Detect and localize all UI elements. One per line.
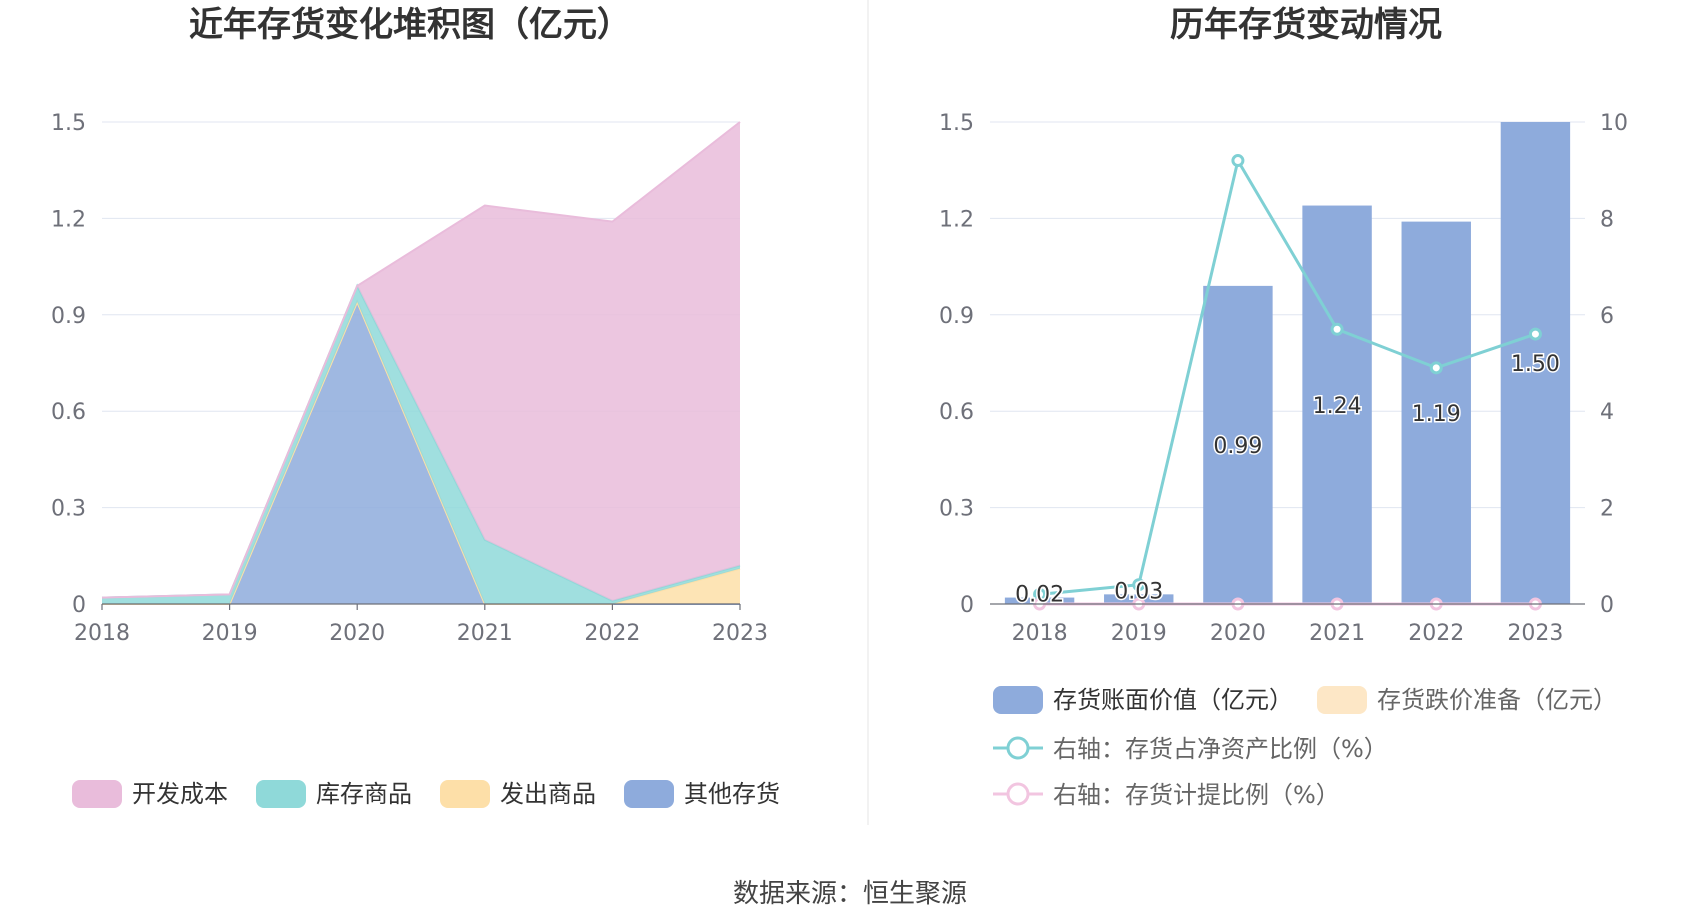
left-x-tick-label: 2020 [329, 621, 385, 646]
inventory-value-bar [1401, 221, 1471, 604]
left-x-tick-label: 2021 [457, 621, 513, 646]
left-y-tick-label: 0.9 [51, 304, 86, 329]
bar-data-label: 0.99 [1213, 434, 1262, 459]
right-labels: 0.02 0.030.991.24 1.191.50 [1014, 351, 1562, 610]
right-y2-tick-label: 6 [1600, 304, 1614, 329]
right-x-tick-label: 2020 [1210, 621, 1266, 646]
left-y-tick-label: 0 [72, 593, 86, 618]
legend-line-marker[interactable] [1006, 782, 1030, 806]
right-y-tick-label: 0.3 [939, 497, 974, 522]
inventory-value-bar [1500, 122, 1571, 604]
left-x-tick-label: 2019 [202, 621, 258, 646]
legend-label-impairment[interactable]: 存货跌价准备（亿元） [1377, 686, 1617, 714]
left-chart-title: 近年存货变化堆积图（亿元） [189, 5, 631, 45]
left-legend-label[interactable]: 库存商品 [316, 780, 412, 808]
area-series [102, 285, 740, 604]
left-x-tick-label: 2022 [584, 621, 640, 646]
right-y-tick-label: 0.9 [939, 304, 974, 329]
left-legend-label[interactable]: 其他存货 [684, 780, 780, 808]
ratio-point [1429, 361, 1443, 375]
area-series-line [101, 121, 741, 599]
left-areas [101, 121, 741, 605]
legend-swatch-impairment[interactable] [1317, 686, 1367, 714]
left-legend-label[interactable]: 发出商品 [500, 780, 596, 808]
left-y-tick-label: 0.3 [51, 497, 86, 522]
right-x-tick-label: 2023 [1507, 621, 1563, 646]
left-axis: 0 0.3 0.6 0.9 1.2 1.5 2018 2019 2020 2021 2022 2023 [51, 111, 768, 646]
legend-line-label[interactable]: 右轴：存货计提比例（%） [1053, 781, 1340, 809]
ratio-point [1330, 322, 1344, 336]
left-legend-label[interactable]: 开发成本 [132, 780, 228, 808]
left-x-tick-label: 2018 [74, 621, 130, 646]
right-y-tick-label: 0.6 [939, 400, 974, 425]
right-x-tick-label: 2019 [1111, 621, 1167, 646]
right-grid [990, 121, 1585, 509]
left-legend-swatch[interactable] [72, 780, 122, 808]
inventory-value-bar [1203, 285, 1273, 604]
bar-data-label: 1.50 [1511, 352, 1560, 377]
left-legend[interactable]: 开发成本 库存商品 发出商品 其他存货 [72, 780, 780, 808]
right-y-tick-label: 1.2 [939, 207, 974, 232]
legend-line-marker[interactable] [1006, 736, 1030, 760]
area-series [102, 122, 740, 601]
ratio-point [1231, 154, 1245, 168]
legend-line-label[interactable]: 右轴：存货占净资产比例（%） [1053, 735, 1388, 763]
right-bars [1004, 122, 1571, 604]
left-y-tick-label: 1.5 [51, 111, 86, 136]
right-y2-tick-label: 2 [1600, 497, 1614, 522]
right-y-tick-label: 1.5 [939, 111, 974, 136]
left-legend-swatch[interactable] [440, 780, 490, 808]
left-y-tick-label: 1.2 [51, 207, 86, 232]
right-y2-tick-label: 0 [1600, 593, 1614, 618]
ratio-point [1132, 578, 1146, 592]
ratio-line [1039, 156, 1536, 596]
right-y-tick-label: 0 [960, 593, 974, 618]
bar-data-label: 0.03 [1114, 579, 1163, 604]
right-x-tick-label: 2018 [1012, 621, 1068, 646]
left-y-tick-label: 0.6 [51, 400, 86, 425]
left-legend-swatch[interactable] [256, 780, 306, 808]
right-chart-title: 历年存货变动情况 [1170, 5, 1442, 45]
right-y2-tick-label: 8 [1600, 207, 1614, 232]
right-x-tick-label: 2022 [1408, 621, 1464, 646]
left-chart: 近年存货变化堆积图（亿元） 0 0.3 0.6 0.9 1.2 1.5 2018 2019 20… [51, 5, 780, 808]
legend-label-inventory-value[interactable]: 存货账面价值（亿元） [1053, 686, 1293, 714]
right-chart: 历年存货变动情况 0.02 0.030.991.24 1.191.50 00.30.… [939, 5, 1628, 809]
right-y2-tick-label: 4 [1600, 400, 1614, 425]
data-source-label: 数据来源：恒生聚源 [733, 879, 967, 909]
bar-data-label: 1.24 [1313, 394, 1362, 419]
right-legend[interactable]: 存货账面价值（亿元） 存货跌价准备（亿元） 右轴：存货占净资产比例（%） 右轴：存货计… [993, 686, 1617, 809]
inventory-value-bar [1302, 205, 1372, 604]
left-legend-swatch[interactable] [624, 780, 674, 808]
right-x-tick-label: 2021 [1309, 621, 1365, 646]
right-y2-tick-label: 10 [1600, 111, 1628, 136]
left-x-tick-label: 2023 [712, 621, 768, 646]
bar-data-label: 1.19 [1412, 402, 1461, 427]
legend-swatch-inventory-value[interactable] [993, 686, 1043, 714]
ratio-point [1528, 327, 1542, 341]
